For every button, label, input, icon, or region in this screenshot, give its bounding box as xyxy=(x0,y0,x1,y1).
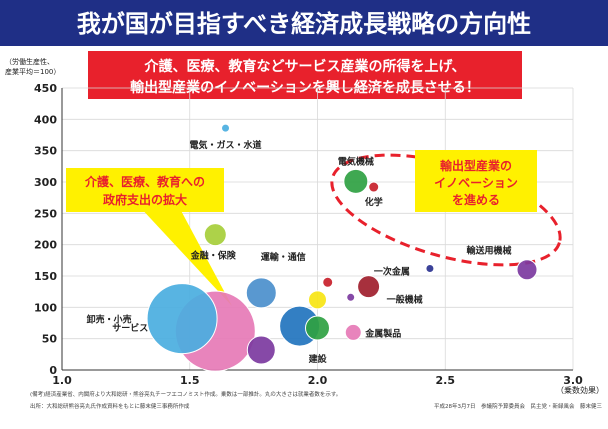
bubble-label: 電気・ガス・水道 xyxy=(190,139,262,151)
bubble-label: 電気機械 xyxy=(338,155,374,167)
bubble-label: 建設 xyxy=(309,353,328,365)
bubble-point xyxy=(368,181,380,193)
y-axis-title-2: 産業平均＝100） xyxy=(5,67,60,76)
x-tick-label: 2.0 xyxy=(308,374,328,387)
bubble-point xyxy=(245,277,277,309)
bubble-label: 運輸・通信 xyxy=(261,251,306,263)
callout-right-line-2: イノベーション xyxy=(434,176,518,190)
y-axis-title-1: （労働生産性、 xyxy=(5,57,54,66)
bubble-label: 金属製品 xyxy=(364,327,401,339)
bubble-layer xyxy=(146,123,538,372)
bubble-label: 化学 xyxy=(365,196,383,208)
y-tick-label: 350 xyxy=(34,145,57,158)
callout-right-line-1: 輸出型産業の xyxy=(440,158,512,173)
callout-left-line-1: 介護、医療、教育への xyxy=(84,174,205,189)
callout-right-line-3: を進める xyxy=(452,192,500,207)
axis-layer: 0 50 100 150 200 250 300 350 400 450 1.0 1.5 2.0 2.5 3… xyxy=(34,82,583,387)
bubble-point xyxy=(221,123,231,133)
bubble-point xyxy=(344,323,362,341)
y-tick-label: 100 xyxy=(34,301,57,314)
callout-left-line-2: 政府支出の拡大 xyxy=(103,192,187,207)
banner-box xyxy=(88,51,522,99)
x-axis-title: （乗数効果） xyxy=(556,385,604,395)
callout-left-pointer xyxy=(138,205,232,306)
y-tick-label: 300 xyxy=(34,176,57,189)
x-tick-label: 1.5 xyxy=(180,374,200,387)
bubble-point xyxy=(357,275,381,299)
bubble-point xyxy=(346,292,356,302)
bubble-label: 輸送用機械 xyxy=(467,245,512,257)
bubble-label: 金融・保険 xyxy=(190,250,237,262)
y-tick-label: 150 xyxy=(34,270,57,283)
footer-source: 出所：大和総研熊谷亮丸氏作成資料をもとに藤末健三事務所作成 xyxy=(30,402,190,410)
footer-credit: 平成28年3月7日 参議院予算委員会 民主党・新緑風会 藤末健三 xyxy=(434,402,602,410)
banner-line-1: 介護、医療、教育などサービス産業の所得を上げ、 xyxy=(143,58,465,75)
bubble-point xyxy=(146,283,218,355)
bubble-label: 卸売・小売 xyxy=(87,314,132,326)
y-tick-label: 50 xyxy=(42,333,58,346)
y-tick-label: 400 xyxy=(34,113,57,126)
x-tick-label: 3.0 xyxy=(563,374,583,387)
footer-note: (備考)経済産業省、内閣府より大和総研・熊谷亮丸チーフエコノミスト作成。乗数は一… xyxy=(30,390,341,398)
bubble-label: サービス xyxy=(112,322,148,334)
callout-right-box xyxy=(415,150,537,212)
callout-left-box xyxy=(66,168,224,212)
bubble-label: 一次金属 xyxy=(374,265,410,277)
y-tick-label: 250 xyxy=(34,207,57,220)
bubble-point xyxy=(203,223,227,247)
x-tick-label: 2.5 xyxy=(436,374,456,387)
banner-line-2: 輸出型産業のイノベーションを興し経済を成長させる！ xyxy=(130,79,480,96)
bubble-point xyxy=(425,263,435,273)
bubble-point xyxy=(343,168,369,194)
y-tick-label: 0 xyxy=(49,364,57,377)
header-bar xyxy=(0,0,608,46)
bubble-point xyxy=(516,259,538,281)
page-title: 我が国が目指すべき経済成長戦略の方向性 xyxy=(77,10,531,38)
bubble-point xyxy=(322,276,334,288)
bubble-label: 一般機械 xyxy=(387,294,423,306)
bubble-point xyxy=(246,335,276,365)
y-tick-label: 200 xyxy=(34,239,57,252)
bubble-point xyxy=(308,290,327,310)
bubble-point xyxy=(305,315,330,341)
y-tick-label: 450 xyxy=(34,82,57,95)
x-tick-label: 1.0 xyxy=(52,374,72,387)
